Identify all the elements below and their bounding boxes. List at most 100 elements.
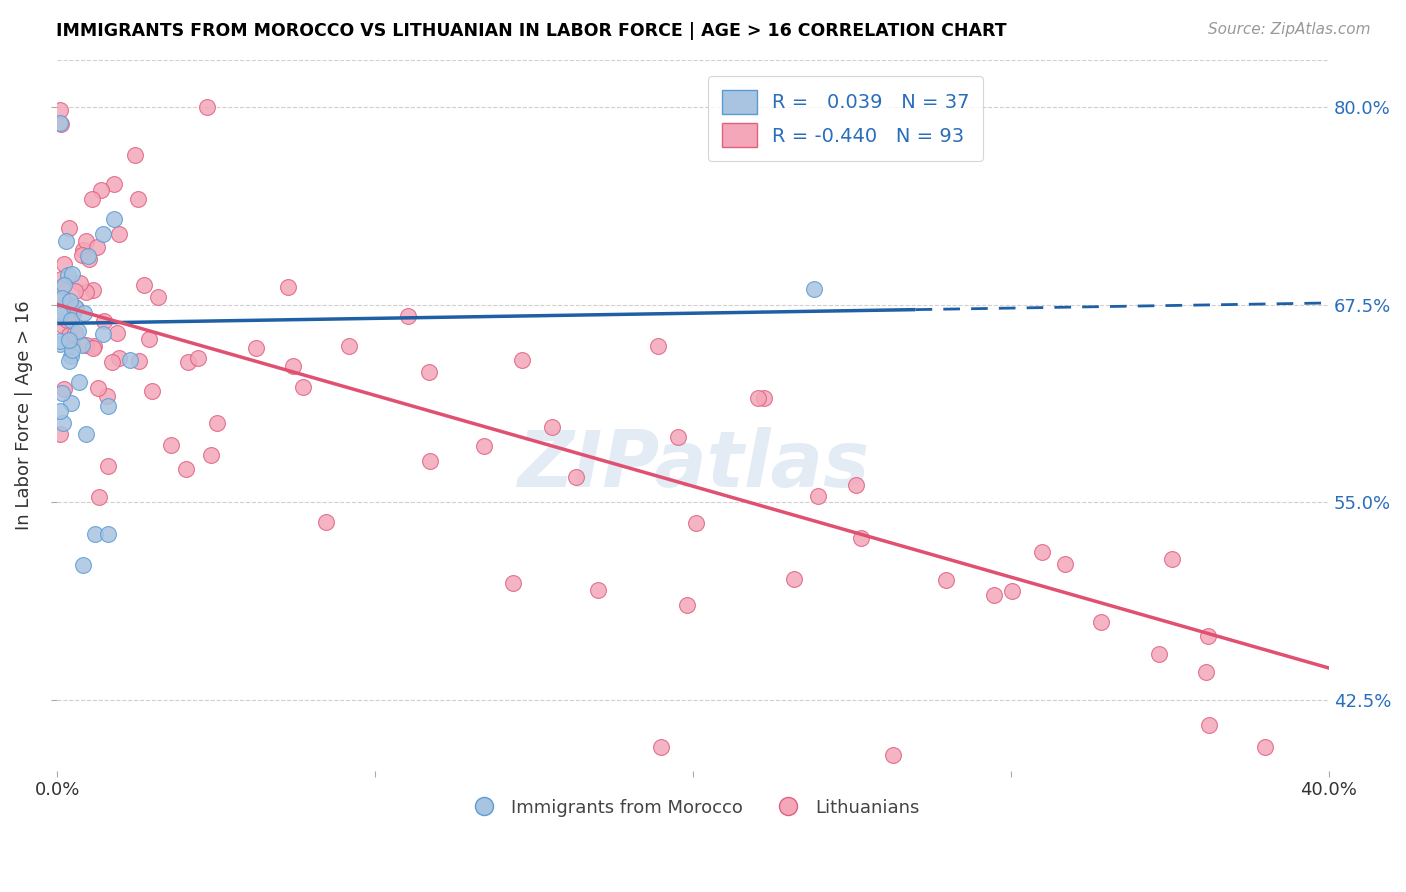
Point <box>1161 552 1184 566</box>
Point <box>82 342 104 356</box>
Point <box>782 572 804 586</box>
Point <box>51 280 73 294</box>
Point <box>666 430 689 444</box>
Point <box>419 454 441 468</box>
Point <box>107 351 129 365</box>
Point <box>67 375 90 389</box>
Point <box>101 355 124 369</box>
Point <box>83 339 105 353</box>
Point <box>586 582 609 597</box>
Point <box>127 192 149 206</box>
Point <box>105 326 128 340</box>
Point <box>103 211 125 226</box>
Point <box>75 234 97 248</box>
Point <box>398 309 420 323</box>
Point <box>55 235 77 249</box>
Point <box>187 351 209 365</box>
Text: IMMIGRANTS FROM MOROCCO VS LITHUANIAN IN LABOR FORCE | AGE > 16 CORRELATION CHAR: IMMIGRANTS FROM MOROCCO VS LITHUANIAN IN… <box>56 22 1007 40</box>
Point <box>63 326 86 340</box>
Point <box>283 359 305 373</box>
Point <box>77 252 100 267</box>
Point <box>80 192 103 206</box>
Point <box>62 305 84 319</box>
Point <box>97 458 120 473</box>
Point <box>96 388 118 402</box>
Point <box>676 598 699 612</box>
Point <box>647 339 669 353</box>
Point <box>124 148 146 162</box>
Point <box>49 116 72 130</box>
Point <box>60 338 83 352</box>
Point <box>882 747 904 762</box>
Point <box>60 267 83 281</box>
Point <box>84 526 107 541</box>
Point <box>75 426 97 441</box>
Point <box>418 365 440 379</box>
Point <box>51 386 73 401</box>
Point <box>685 516 707 530</box>
Y-axis label: In Labor Force | Age > 16: In Labor Force | Age > 16 <box>15 301 32 530</box>
Point <box>72 558 94 573</box>
Point <box>51 305 73 319</box>
Point <box>59 396 82 410</box>
Point <box>73 306 96 320</box>
Point <box>91 326 114 341</box>
Point <box>49 426 72 441</box>
Point <box>277 280 299 294</box>
Point <box>1000 583 1022 598</box>
Point <box>128 354 150 368</box>
Point <box>75 338 97 352</box>
Point <box>752 391 775 405</box>
Point <box>49 337 72 351</box>
Point <box>107 227 129 241</box>
Text: Source: ZipAtlas.com: Source: ZipAtlas.com <box>1208 22 1371 37</box>
Point <box>63 300 86 314</box>
Point <box>134 277 156 292</box>
Point <box>510 353 533 368</box>
Point <box>69 276 91 290</box>
Point <box>1197 629 1219 643</box>
Point <box>90 183 112 197</box>
Point <box>58 333 80 347</box>
Point <box>1031 545 1053 559</box>
Point <box>49 334 72 348</box>
Point <box>292 380 315 394</box>
Point <box>58 221 80 235</box>
Point <box>1254 739 1277 754</box>
Point <box>52 257 75 271</box>
Point <box>86 240 108 254</box>
Point <box>93 314 115 328</box>
Point <box>803 282 825 296</box>
Point <box>1195 665 1218 680</box>
Point <box>59 294 82 309</box>
Point <box>70 248 93 262</box>
Point <box>845 478 868 492</box>
Point <box>337 339 360 353</box>
Point <box>60 313 83 327</box>
Point <box>70 338 93 352</box>
Point <box>49 117 72 131</box>
Point <box>51 291 73 305</box>
Point <box>565 470 588 484</box>
Point <box>146 290 169 304</box>
Text: ZIPatlas: ZIPatlas <box>517 427 869 503</box>
Point <box>63 284 86 298</box>
Point <box>245 342 267 356</box>
Point <box>49 103 72 117</box>
Point <box>62 343 84 357</box>
Point <box>87 491 110 505</box>
Point <box>747 391 769 405</box>
Point <box>650 739 672 754</box>
Point <box>91 227 114 242</box>
Point <box>1198 717 1220 731</box>
Point <box>55 312 77 326</box>
Point <box>97 399 120 413</box>
Point <box>935 573 957 587</box>
Point <box>174 462 197 476</box>
Point <box>849 531 872 545</box>
Point <box>82 283 104 297</box>
Point <box>49 307 72 321</box>
Point <box>59 350 82 364</box>
Point <box>205 416 228 430</box>
Point <box>58 268 80 283</box>
